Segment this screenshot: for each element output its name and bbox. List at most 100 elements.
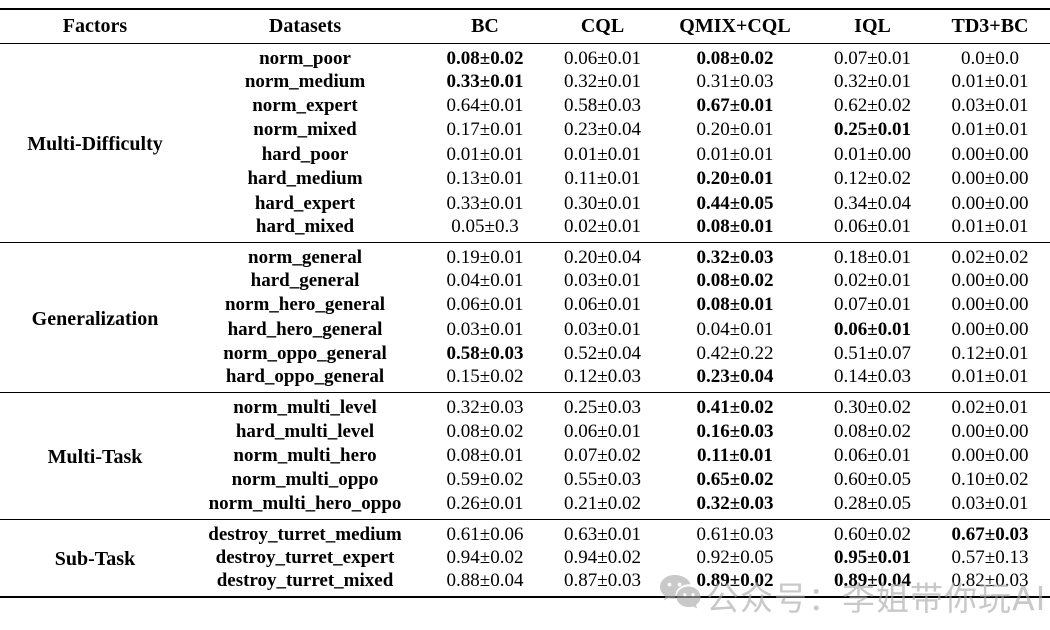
value-cell: 0.59±0.02 [446, 469, 524, 491]
column-header-iql: IQL [854, 14, 891, 37]
value-cell: 0.94±0.02 [564, 546, 641, 568]
value-cell: 0.21±0.02 [564, 492, 641, 514]
value-cell: 0.02±0.02 [951, 246, 1029, 268]
header-row: Factors Datasets BC CQL QMIX+CQL IQL TD3+BC [0, 9, 1050, 43]
value-cell: 0.20±0.01 [696, 168, 774, 190]
dataset-label: hard_oppo_general [225, 366, 385, 388]
value-cell: 0.02±0.01 [951, 397, 1029, 419]
value-cell: 0.87±0.03 [564, 569, 641, 591]
dataset-label: hard_hero_general [227, 318, 383, 340]
value-cell: 0.18±0.01 [834, 246, 911, 268]
value-cell: 0.42±0.22 [696, 343, 774, 365]
value-cell: 0.00±0.00 [951, 444, 1029, 466]
value-cell: 0.06±0.01 [564, 47, 641, 69]
value-cell: 0.15±0.02 [446, 366, 524, 388]
dataset-label: norm_expert [252, 95, 358, 117]
dataset-label: hard_poor [261, 143, 349, 165]
value-cell: 0.95±0.01 [834, 546, 911, 568]
value-cell: 0.17±0.01 [446, 119, 524, 141]
value-cell: 0.89±0.04 [834, 569, 911, 591]
value-cell: 0.92±0.05 [696, 546, 774, 568]
value-cell: 0.55±0.03 [564, 469, 641, 491]
value-cell: 0.07±0.01 [834, 294, 911, 316]
value-cell: 0.03±0.01 [446, 318, 524, 340]
value-cell: 0.11±0.01 [564, 168, 641, 190]
factor-label: Generalization [31, 308, 159, 331]
value-cell: 0.0±0.0 [961, 47, 1019, 69]
value-cell: 0.23±0.04 [564, 119, 641, 141]
value-cell: 0.06±0.01 [834, 318, 911, 340]
value-cell: 0.20±0.01 [696, 119, 774, 141]
value-cell: 0.00±0.00 [951, 270, 1029, 292]
table-row: norm_hero_general 0.06±0.01 0.06±0.01 0.08±… [0, 293, 1050, 317]
value-cell: 0.06±0.01 [564, 420, 641, 442]
value-cell: 0.44±0.05 [696, 192, 774, 214]
value-cell: 0.64±0.01 [446, 95, 524, 117]
value-cell: 0.06±0.01 [564, 294, 641, 316]
table-row: Generalization norm_general 0.19±0.01 0.20±… [0, 242, 1050, 330]
value-cell: 0.05±0.3 [451, 215, 519, 237]
section-sub-task: Sub-Task destroy_turret_medium 0.61±0.06 0.… [0, 519, 1050, 597]
value-cell: 0.03±0.01 [951, 492, 1029, 514]
value-cell: 0.08±0.02 [834, 420, 911, 442]
value-cell: 0.26±0.01 [446, 492, 524, 514]
value-cell: 0.67±0.03 [951, 523, 1029, 545]
value-cell: 0.60±0.02 [834, 523, 911, 545]
value-cell: 0.25±0.01 [834, 119, 911, 141]
value-cell: 0.67±0.01 [696, 95, 774, 117]
dataset-label: hard_mixed [255, 215, 355, 237]
value-cell: 0.12±0.03 [564, 366, 641, 388]
value-cell: 0.08±0.02 [696, 270, 774, 292]
dataset-label: destroy_turret_expert [215, 546, 395, 568]
value-cell: 0.62±0.02 [834, 95, 911, 117]
value-cell: 0.03±0.01 [951, 95, 1029, 117]
value-cell: 0.12±0.02 [834, 168, 911, 190]
column-header-qmix-cql: QMIX+CQL [679, 14, 791, 37]
value-cell: 0.19±0.01 [446, 246, 524, 268]
factor-label: Sub-Task [54, 548, 136, 571]
column-header-datasets: Datasets [268, 14, 342, 37]
value-cell: 0.61±0.06 [446, 523, 524, 545]
value-cell: 0.94±0.02 [446, 546, 524, 568]
dataset-label: destroy_turret_medium [208, 523, 402, 545]
table-row: hard_medium 0.13±0.01 0.11±0.01 0.20±0.01 0.… [0, 167, 1050, 191]
table-row: hard_expert 0.33±0.01 0.30±0.01 0.44±0.05 0.… [0, 191, 1050, 215]
value-cell: 0.11±0.01 [697, 444, 773, 466]
dataset-label: destroy_turret_mixed [216, 569, 394, 591]
value-cell: 0.00±0.00 [951, 420, 1029, 442]
value-cell: 0.25±0.03 [564, 397, 641, 419]
value-cell: 0.13±0.01 [446, 168, 524, 190]
value-cell: 0.32±0.03 [446, 397, 524, 419]
dataset-label: norm_multi_hero [233, 444, 377, 466]
value-cell: 0.52±0.04 [564, 343, 641, 365]
value-cell: 0.08±0.01 [696, 215, 774, 237]
value-cell: 0.02±0.01 [834, 270, 911, 292]
value-cell: 0.12±0.01 [951, 343, 1029, 365]
dataset-label: hard_multi_level [235, 420, 375, 442]
value-cell: 0.01±0.01 [564, 143, 641, 165]
value-cell: 0.01±0.01 [446, 143, 524, 165]
value-cell: 0.32±0.01 [834, 70, 911, 92]
table-row: destroy_turret_expert 0.94±0.02 0.94±0.02 0… [0, 546, 1050, 570]
value-cell: 0.06±0.01 [446, 294, 524, 316]
dataset-label: norm_multi_level [233, 397, 377, 419]
value-cell: 0.57±0.13 [951, 546, 1029, 568]
table-row: hard_mixed 0.05±0.3 0.02±0.01 0.08±0.01 0.06… [0, 216, 1050, 243]
table-row: Multi-Difficulty norm_poor 0.08±0.02 0.06±0… [0, 43, 1050, 156]
value-cell: 0.08±0.02 [446, 47, 524, 69]
table-row: norm_medium 0.33±0.01 0.32±0.01 0.31±0.03 0.… [0, 70, 1050, 94]
value-cell: 0.04±0.01 [446, 270, 524, 292]
value-cell: 0.08±0.01 [696, 294, 774, 316]
table-row: norm_multi_oppo 0.59±0.02 0.55±0.03 0.65±0.… [0, 468, 1050, 492]
value-cell: 0.88±0.04 [446, 569, 524, 591]
value-cell: 0.03±0.01 [564, 318, 641, 340]
table-row: norm_oppo_general 0.58±0.03 0.52±0.04 0.42±… [0, 342, 1050, 366]
value-cell: 0.01±0.01 [696, 143, 774, 165]
factor-label: Multi-Difficulty [27, 133, 163, 156]
column-header-bc: BC [471, 14, 499, 37]
value-cell: 0.00±0.00 [951, 294, 1029, 316]
dataset-label: norm_multi_hero_oppo [208, 492, 402, 514]
table-row: Sub-Task destroy_turret_medium 0.61±0.06 0.… [0, 519, 1050, 571]
value-cell: 0.16±0.03 [696, 420, 774, 442]
value-cell: 0.28±0.05 [834, 492, 911, 514]
